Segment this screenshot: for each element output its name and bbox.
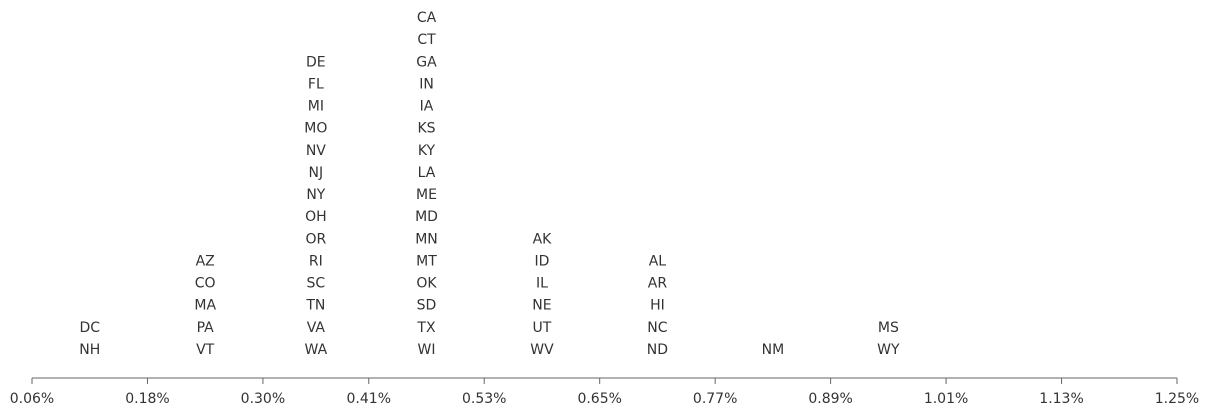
state-label: LA xyxy=(418,165,436,181)
x-tick-label: 1.13% xyxy=(1039,391,1083,407)
state-label: WY xyxy=(877,342,900,358)
x-tick-label: 1.25% xyxy=(1155,391,1199,407)
state-label: NY xyxy=(306,187,325,203)
state-label: TX xyxy=(416,320,436,336)
state-label: VT xyxy=(196,342,215,358)
state-label: NE xyxy=(532,298,551,314)
state-label: FL xyxy=(308,76,324,92)
state-label: UT xyxy=(533,320,552,336)
state-label: KY xyxy=(418,143,436,159)
state-label: CO xyxy=(195,276,216,292)
state-label: DE xyxy=(306,54,326,70)
state-label: VA xyxy=(307,320,326,336)
state-label: NH xyxy=(79,342,100,358)
x-tick-label: 0.41% xyxy=(347,391,391,407)
state-label: MI xyxy=(308,99,324,115)
state-label: WA xyxy=(305,342,328,358)
state-label: IL xyxy=(536,276,548,292)
x-tick-label: 0.77% xyxy=(693,391,737,407)
state-label: NC xyxy=(647,320,667,336)
x-tick-label: 0.89% xyxy=(808,391,852,407)
x-tick-label: 0.53% xyxy=(462,391,506,407)
state-label: IN xyxy=(419,76,434,92)
x-tick-label: 0.06% xyxy=(10,391,54,407)
state-label: MA xyxy=(194,298,216,314)
state-label: ID xyxy=(534,253,549,269)
state-label: MT xyxy=(416,253,437,269)
state-label: AZ xyxy=(196,253,215,269)
state-label: OR xyxy=(305,231,326,247)
state-label: WI xyxy=(418,342,436,358)
x-tick-label: 0.30% xyxy=(241,391,285,407)
state-label: SD xyxy=(417,298,437,314)
state-label: ND xyxy=(647,342,668,358)
x-tick-label: 0.18% xyxy=(125,391,169,407)
state-label: IA xyxy=(420,99,434,115)
state-label: WV xyxy=(530,342,554,358)
state-label: GA xyxy=(416,54,437,70)
x-tick-label: 0.65% xyxy=(577,391,621,407)
state-label: MO xyxy=(304,121,327,137)
state-label: CT xyxy=(417,32,436,48)
state-label: OK xyxy=(416,276,437,292)
state-label: CA xyxy=(417,10,437,26)
state-label: TN xyxy=(305,298,325,314)
state-label: KS xyxy=(417,121,435,137)
state-label: NV xyxy=(306,143,326,159)
state-label: AL xyxy=(649,253,667,269)
state-label: NJ xyxy=(309,165,324,181)
state-label: PA xyxy=(197,320,215,336)
state-label: ME xyxy=(416,187,437,203)
state-label: AK xyxy=(533,231,553,247)
state-label: RI xyxy=(309,253,323,269)
state-label: DC xyxy=(79,320,100,336)
state-label: AR xyxy=(648,276,668,292)
state-label: MD xyxy=(415,209,438,225)
state-label: HI xyxy=(650,298,665,314)
state-label: MS xyxy=(878,320,899,336)
state-label: MN xyxy=(415,231,438,247)
state-label: OH xyxy=(305,209,327,225)
state-label: NM xyxy=(762,342,785,358)
state-label: SC xyxy=(307,276,326,292)
x-tick-label: 1.01% xyxy=(924,391,968,407)
